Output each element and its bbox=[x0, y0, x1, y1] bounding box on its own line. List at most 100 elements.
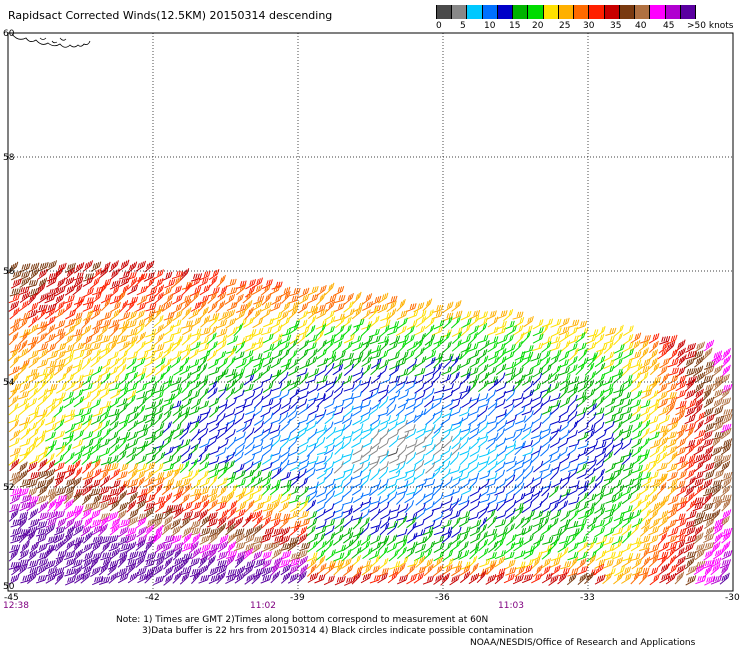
wind-barb bbox=[523, 477, 535, 489]
wind-barb bbox=[532, 319, 544, 330]
wind-barb bbox=[694, 355, 705, 368]
wind-barb bbox=[370, 362, 381, 376]
wind-barb bbox=[316, 323, 327, 337]
wind-barb bbox=[188, 308, 200, 320]
wind-speed-color-scale bbox=[436, 5, 696, 19]
wind-barb bbox=[414, 382, 425, 394]
wind-barb bbox=[298, 383, 310, 393]
wind-barb bbox=[254, 558, 266, 569]
wind-barb bbox=[243, 534, 255, 544]
wind-barb bbox=[514, 516, 525, 530]
wind-barb bbox=[667, 471, 678, 482]
wind-barb bbox=[36, 574, 48, 584]
wind-barb bbox=[199, 527, 211, 537]
wind-barb bbox=[531, 392, 543, 402]
wind-barb bbox=[433, 535, 445, 545]
wind-barb bbox=[342, 476, 353, 489]
wind-barb bbox=[396, 310, 408, 321]
wind-barb bbox=[287, 349, 298, 362]
wind-barb bbox=[217, 466, 228, 479]
wind-barb bbox=[55, 383, 67, 394]
wind-barb bbox=[37, 551, 49, 561]
wind-barb bbox=[334, 324, 345, 337]
wind-barb bbox=[452, 471, 464, 481]
wind-barb bbox=[172, 294, 183, 305]
wind-barb bbox=[289, 287, 301, 297]
wind-barb bbox=[674, 571, 685, 585]
wind-barb bbox=[433, 542, 445, 553]
wind-barb bbox=[296, 319, 308, 330]
wind-barb bbox=[584, 388, 596, 401]
wind-barb bbox=[45, 431, 56, 442]
coastline-greenland bbox=[11, 33, 91, 48]
wind-barb bbox=[494, 538, 505, 552]
wind-barb bbox=[73, 299, 84, 312]
wind-barb bbox=[378, 557, 389, 570]
wind-barb bbox=[73, 296, 85, 305]
wind-barb bbox=[119, 543, 131, 552]
wind-barb bbox=[37, 359, 49, 369]
wind-barb bbox=[683, 542, 695, 554]
wind-barb bbox=[560, 561, 572, 570]
wind-barb bbox=[234, 431, 246, 442]
wind-barb bbox=[108, 319, 120, 329]
wind-barb bbox=[441, 423, 453, 434]
wind-barb bbox=[53, 308, 65, 320]
wind-barb bbox=[19, 416, 31, 426]
wind-barb bbox=[136, 526, 147, 538]
wind-barb bbox=[316, 308, 327, 320]
wind-barb bbox=[513, 355, 525, 367]
wind-barb bbox=[416, 536, 428, 546]
wind-barb bbox=[440, 331, 451, 345]
wind-barb bbox=[307, 455, 319, 465]
wind-barb bbox=[595, 468, 605, 482]
wind-barb bbox=[252, 317, 264, 329]
wind-barb bbox=[674, 547, 685, 559]
wind-barb bbox=[152, 564, 164, 576]
wind-barb bbox=[665, 535, 677, 545]
longitude-labels: -45 -42 -39 -36 -33 -30 bbox=[4, 593, 740, 603]
wind-barb bbox=[189, 277, 201, 288]
wind-barb bbox=[288, 365, 300, 376]
wind-barb bbox=[325, 294, 337, 305]
wind-barb bbox=[163, 335, 175, 344]
scale-swatch-13 bbox=[635, 5, 651, 19]
lon-label--36: -36 bbox=[435, 593, 450, 603]
scale-label-8: 40 bbox=[635, 21, 647, 31]
note-line-2: 3)Data buffer is 22 hrs from 20150314 4)… bbox=[142, 626, 534, 636]
wind-barb bbox=[18, 331, 29, 345]
wind-barb bbox=[36, 321, 48, 330]
wind-barb bbox=[388, 352, 400, 361]
wind-barb bbox=[125, 271, 137, 281]
wind-barb bbox=[325, 549, 336, 561]
wind-barb bbox=[29, 541, 40, 554]
wind-barb bbox=[127, 261, 138, 274]
wind-barb bbox=[395, 415, 407, 426]
wind-barb bbox=[314, 574, 326, 584]
wind-barb bbox=[145, 328, 157, 338]
wind-barb bbox=[216, 485, 227, 498]
wind-barb bbox=[595, 362, 606, 375]
scale-label-4: 20 bbox=[532, 21, 544, 31]
wind-barb bbox=[441, 341, 452, 354]
coastline-detail bbox=[39, 37, 67, 44]
wind-barb bbox=[98, 266, 109, 279]
wind-barb bbox=[64, 568, 76, 577]
wind-barb bbox=[621, 505, 633, 514]
wind-barb bbox=[352, 291, 362, 305]
wind-barb bbox=[110, 301, 121, 313]
wind-barb bbox=[253, 295, 265, 305]
wind-barb bbox=[63, 409, 75, 418]
wind-barb bbox=[315, 462, 327, 472]
wind-barb bbox=[118, 323, 128, 337]
wind-barb bbox=[46, 276, 57, 288]
wind-barb bbox=[423, 563, 434, 577]
wind-barb bbox=[134, 310, 145, 321]
wind-barb bbox=[568, 319, 580, 328]
wind-barb bbox=[343, 292, 354, 305]
wind-barb bbox=[442, 383, 454, 392]
wind-barb bbox=[197, 299, 208, 313]
lat-label-58: 58 bbox=[3, 153, 15, 163]
wind-barb bbox=[9, 544, 21, 553]
